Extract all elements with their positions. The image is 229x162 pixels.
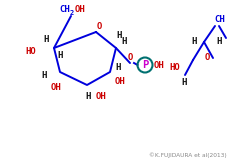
Text: OH: OH [50,83,61,92]
Text: OH: OH [75,5,85,14]
Text: CH: CH [213,16,224,24]
Text: H: H [120,37,126,46]
Text: 2: 2 [70,10,74,16]
Text: H: H [57,51,62,60]
Text: ©K.FUJIDAURA et al(2013): ©K.FUJIDAURA et al(2013) [149,152,226,158]
Text: H: H [191,37,196,46]
Text: P: P [141,60,147,70]
Text: OH: OH [114,77,125,86]
Text: H: H [41,71,47,81]
Text: HO: HO [25,46,36,56]
Text: H: H [116,31,121,40]
Text: O: O [97,22,102,31]
Text: H: H [44,35,49,45]
Text: H: H [180,78,186,87]
Text: H: H [215,37,221,46]
Text: HO: HO [169,64,179,73]
Text: O: O [127,53,132,62]
Text: O: O [204,53,210,63]
Text: OH: OH [95,92,106,101]
Text: H: H [85,92,90,101]
Text: H: H [114,63,120,71]
Text: CH: CH [59,5,70,14]
Text: OH: OH [153,60,164,69]
